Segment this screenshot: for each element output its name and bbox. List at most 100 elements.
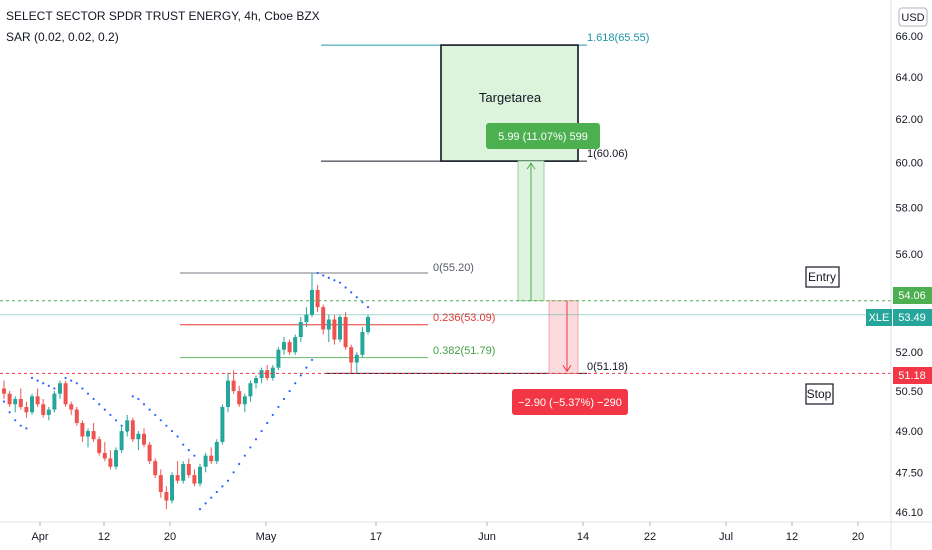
stop-badge-bg	[512, 389, 628, 415]
sar-dot	[42, 382, 45, 385]
symbol-tag-bg	[866, 309, 892, 326]
sar-dot	[30, 376, 34, 380]
x-tick-label: 12	[98, 531, 110, 543]
annotations: Targetarea 5.99 (11.07%) 599 −2.90 (−5.3…	[479, 90, 840, 415]
sar-dot	[142, 403, 146, 406]
candle-body	[13, 398, 18, 405]
candle-body	[270, 367, 275, 379]
candle-body	[242, 396, 247, 405]
candle-body	[265, 370, 270, 379]
candle-body	[192, 475, 197, 484]
y-tick-label: 62.00	[895, 114, 923, 126]
candle-body	[80, 422, 85, 437]
fib-label-0382: 0.382(51.79)	[433, 345, 495, 357]
sar-dot	[350, 291, 353, 294]
stop-label: Stop	[807, 387, 832, 401]
sar-dot	[19, 424, 22, 427]
sar-dot	[215, 490, 218, 494]
candle-body	[276, 349, 281, 368]
fib-label-0-top: 0(55.20)	[433, 262, 474, 274]
position-tool[interactable]	[517, 160, 579, 374]
candle-body	[366, 317, 370, 332]
candle-body	[102, 452, 107, 459]
stop-price-tag: 51.18	[898, 370, 926, 382]
sar-dot	[176, 435, 179, 438]
sar-dot	[316, 271, 319, 275]
last-price-tag-bg	[893, 309, 932, 326]
candle-body	[349, 347, 354, 363]
sar-dot	[170, 429, 174, 433]
fib-label-0236: 0.236(53.09)	[433, 312, 495, 324]
sar-dot	[198, 508, 202, 511]
sar-dot	[221, 485, 224, 488]
sar-dot	[305, 366, 308, 369]
candle-body	[293, 337, 298, 353]
candle-body	[186, 463, 191, 476]
sar-dot	[277, 405, 280, 409]
candle-body	[282, 342, 286, 350]
candle-body	[58, 383, 62, 394]
x-tick-label: 14	[577, 531, 589, 543]
stop-price-tag-bg	[893, 367, 932, 384]
y-tick-label: 64.00	[895, 72, 923, 84]
candle-body	[170, 475, 174, 501]
x-tick-label: 12	[786, 531, 798, 543]
price-tags: 54.06 XLE 53.49 51.18	[866, 287, 932, 384]
candle-body	[30, 396, 34, 413]
sar-dot	[299, 374, 302, 377]
profit-arrow-head	[526, 162, 536, 170]
sar-dot	[193, 454, 196, 457]
candle-body	[310, 289, 314, 315]
sar-dot	[154, 413, 157, 417]
sar-dot	[165, 424, 168, 427]
candle-body	[147, 444, 152, 462]
candle-body	[41, 404, 46, 415]
sar-dot	[14, 419, 17, 422]
sar-dot	[366, 306, 370, 309]
sar-dot	[249, 446, 252, 449]
sar-dot	[75, 382, 78, 385]
candle-body	[321, 307, 326, 330]
x-tick-label: 20	[852, 531, 864, 543]
fib-label-0-bottom: 0(51.18)	[587, 361, 628, 373]
candle-body	[52, 393, 57, 410]
candle-body	[119, 431, 124, 451]
candle-body	[203, 455, 208, 467]
candle-body	[175, 475, 180, 481]
candle-body	[237, 391, 242, 405]
sar-dot	[226, 479, 230, 482]
sar-dot	[8, 411, 11, 414]
sar-dot	[92, 397, 95, 401]
y-tick-label: 50.50	[895, 386, 923, 398]
sar-dot	[322, 274, 325, 277]
price-axis[interactable]: USD 66.00 64.00 62.00 60.00 58.00 56.00 52.00 5…	[890, 0, 928, 550]
target-badge: 5.99 (11.07%) 599	[498, 131, 588, 143]
indicator-legend: SAR (0.02, 0.02, 0.2)	[6, 30, 119, 44]
y-tick-label: 49.00	[895, 426, 923, 438]
candle-body	[69, 404, 74, 410]
sar-dot	[53, 387, 56, 390]
x-tick-label: May	[256, 531, 277, 543]
sar-dot	[338, 281, 342, 284]
x-tick-label: 20	[164, 531, 176, 543]
sar-dot	[36, 379, 39, 382]
target-badge-bg	[486, 123, 600, 149]
entry-label: Entry	[808, 270, 836, 284]
sar-dot	[137, 397, 140, 401]
sar-dot	[187, 449, 190, 452]
sar-dot	[294, 382, 297, 385]
candle-body	[130, 420, 135, 440]
candle-body	[231, 380, 236, 392]
candle-body	[2, 388, 6, 394]
loss-zone	[548, 300, 579, 374]
time-axis[interactable]: Apr 12 20 May 17 Jun 14 22 Jul 12 20	[0, 521, 932, 543]
last-price-tag: 53.49	[898, 312, 926, 324]
y-tick-label: 52.00	[895, 347, 923, 359]
y-tick-label: 56.00	[895, 249, 923, 261]
candle-body	[259, 370, 264, 379]
candle-body	[298, 321, 303, 338]
candle-body	[164, 492, 169, 501]
sar-dot	[344, 286, 347, 289]
candle-body	[74, 409, 79, 423]
